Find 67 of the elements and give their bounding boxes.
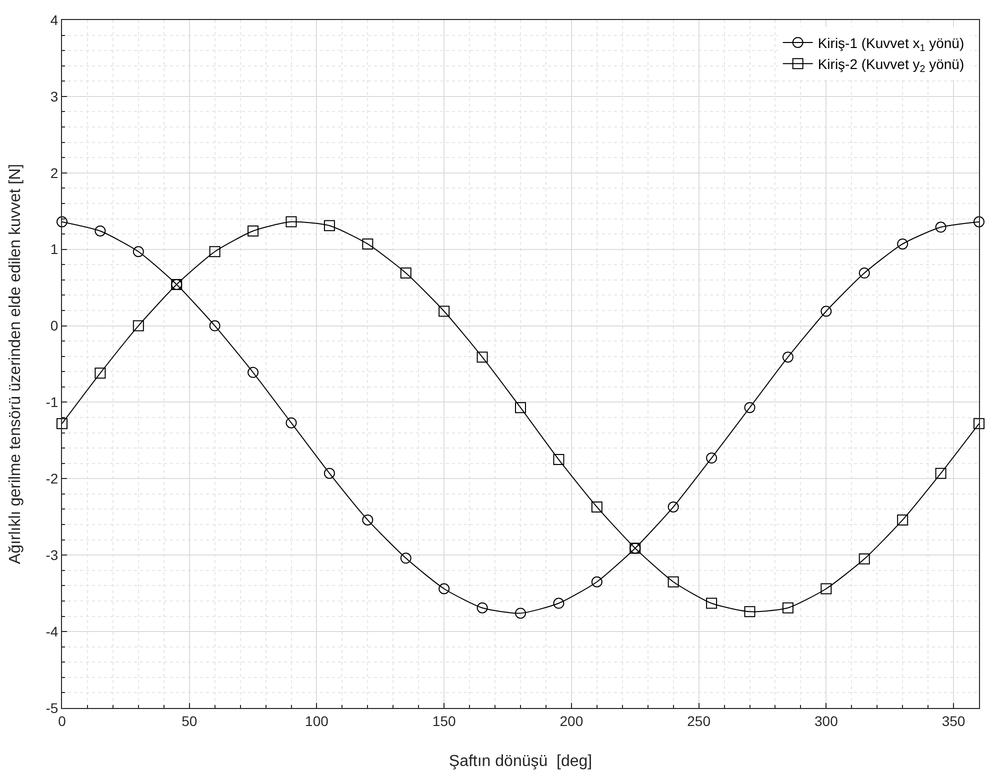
point (553, 598, 564, 609)
point (56, 418, 68, 430)
point (286, 417, 297, 428)
point (935, 222, 946, 233)
point (706, 452, 718, 464)
point (897, 238, 908, 250)
y-tick-label: -5 (46, 700, 58, 716)
x-tick-label: 150 (432, 712, 456, 729)
y-tick-label: -3 (46, 547, 58, 564)
point (438, 583, 450, 594)
point (782, 352, 794, 363)
point (438, 306, 450, 317)
point (935, 468, 946, 479)
point (820, 306, 832, 317)
point (897, 514, 908, 526)
point (94, 225, 106, 236)
point (820, 583, 832, 594)
point (476, 352, 488, 363)
y-axis-title: Ağırlıklı gerilme tensörü üzerinden elde edilen kuvvet [N] (7, 164, 24, 564)
point (476, 602, 488, 614)
y-tick-label: -2 (46, 470, 58, 487)
x-tick-label: 50 (182, 712, 198, 729)
point (591, 576, 602, 588)
y-tick-label: 0 (50, 318, 58, 334)
x-tick-label: 100 (305, 712, 329, 729)
point (858, 268, 870, 279)
point (974, 418, 984, 430)
point (248, 366, 259, 378)
point (744, 606, 756, 618)
point (744, 402, 756, 414)
point (668, 576, 679, 588)
point (668, 501, 679, 512)
point (324, 220, 335, 232)
point (974, 216, 984, 228)
point (553, 454, 564, 466)
x-tick-label: 250 (687, 712, 711, 729)
y-tick-label: 4 (50, 12, 58, 28)
y-tick-label: 2 (50, 164, 58, 181)
y-tick-label: -4 (46, 623, 58, 640)
x-tick-label: 200 (560, 712, 584, 729)
point (94, 368, 106, 379)
legend-label: Kiriş-2 (Kuvvet y$_{2}$ yönü) (818, 56, 964, 76)
y-tick-label: -1 (46, 394, 58, 410)
point (362, 514, 374, 526)
x-tick-label: 350 (942, 712, 966, 729)
point (400, 268, 412, 279)
y-tick-label: 3 (50, 88, 58, 104)
legend-label: Kiriş-1 (Kuvvet x$_{1}$ yönü) (818, 34, 964, 54)
point (362, 238, 374, 250)
point (209, 246, 220, 258)
point (782, 602, 794, 614)
point (515, 608, 526, 619)
point (132, 320, 144, 332)
point (56, 216, 68, 228)
point (132, 246, 144, 258)
point (324, 468, 335, 479)
point (515, 402, 526, 414)
point (209, 320, 220, 332)
point (858, 553, 870, 564)
point (248, 225, 259, 236)
point (591, 501, 602, 512)
point (400, 552, 412, 564)
point (286, 216, 297, 228)
y-tick-label: 1 (50, 241, 58, 258)
x-axis-title: Şaftın dönüşü [deg] (448, 753, 592, 770)
point (706, 598, 718, 609)
x-tick-label: 300 (814, 712, 838, 729)
